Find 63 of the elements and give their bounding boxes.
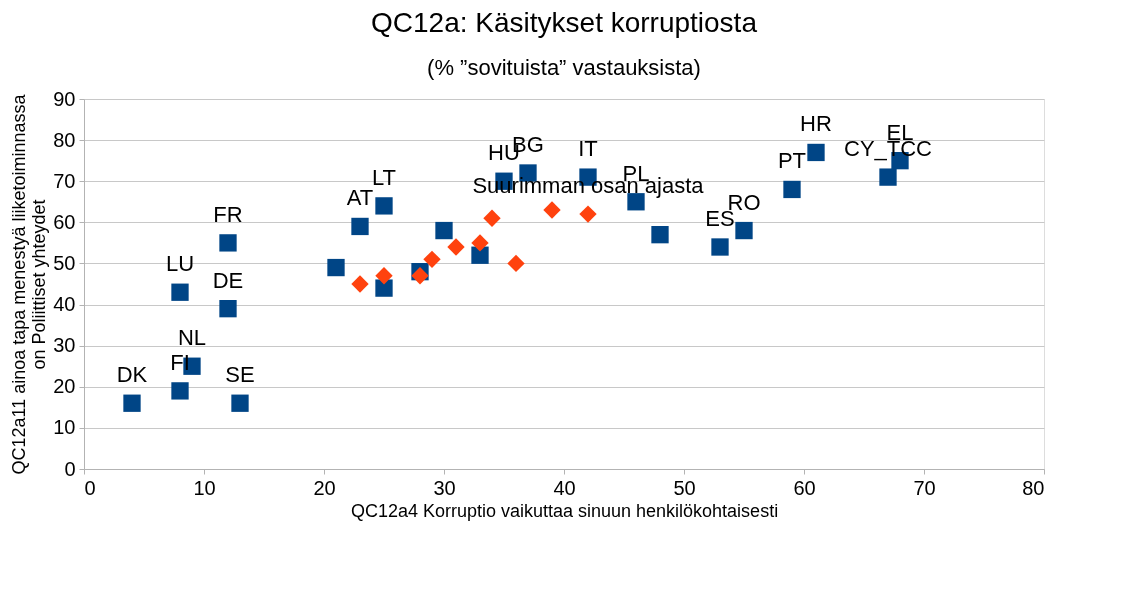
point	[351, 275, 369, 293]
x-tick-label: 10	[193, 476, 216, 499]
x-tick-label: 40	[553, 476, 576, 499]
point	[231, 394, 249, 412]
point	[435, 221, 453, 240]
point	[375, 267, 393, 285]
x-tick-label: 80	[1022, 476, 1045, 499]
data-label: DE	[212, 267, 244, 293]
point	[423, 250, 441, 268]
point	[171, 283, 189, 301]
x-axis-title: QC12a4 Korruptio vaikuttaa sinuun henkilökohtaisesti	[350, 500, 779, 521]
data-label: LT	[371, 164, 397, 190]
point	[375, 197, 393, 215]
y-axis-title: QC12a11 ainoa tapa menestyä liiketoiminnassa on Poliittiset yhteydet	[9, 93, 50, 475]
y-tick-label: 10	[53, 416, 76, 439]
y-tick-label: 80	[53, 128, 76, 151]
point	[711, 238, 729, 256]
data-label: DK	[116, 362, 148, 388]
data-label: AT	[346, 185, 374, 211]
point	[735, 221, 753, 240]
y-tick-label: 0	[64, 457, 76, 480]
point	[375, 279, 393, 297]
point	[471, 234, 489, 252]
data-label: FR	[213, 201, 243, 227]
x-tick-label: 30	[433, 476, 456, 499]
point	[627, 193, 645, 211]
x-tick-label: 50	[673, 476, 696, 499]
y-tick-label: 60	[53, 210, 76, 233]
point	[447, 238, 465, 256]
point	[507, 254, 525, 273]
x-tick-label: 70	[913, 476, 936, 499]
point	[543, 201, 561, 219]
data-label: NL	[177, 325, 207, 351]
x-tick-label: 60	[793, 476, 816, 499]
point	[879, 168, 897, 186]
point	[483, 209, 501, 227]
point	[807, 143, 825, 162]
data-label: HR	[800, 111, 832, 137]
data-label: IT	[578, 136, 598, 162]
point	[471, 246, 489, 264]
point	[411, 267, 429, 285]
data-label: SE	[225, 362, 255, 388]
point	[219, 300, 237, 318]
y-tick-label: 40	[53, 293, 76, 316]
point	[351, 217, 369, 236]
point	[327, 258, 345, 277]
x-tick-label: 20	[313, 476, 336, 499]
y-tick-label: 30	[53, 334, 76, 357]
point	[783, 180, 801, 199]
point	[579, 205, 597, 223]
y-tick-label: 90	[53, 87, 76, 110]
point	[219, 234, 237, 252]
point	[171, 382, 189, 400]
chart-subtitle: (% ”sovituista” vastauksista)	[427, 55, 701, 80]
x-tick-label: 0	[84, 476, 96, 499]
point	[651, 226, 669, 244]
point	[123, 394, 141, 412]
data-label: LU	[165, 251, 195, 277]
data-label: PT	[777, 148, 807, 174]
y-tick-label: 50	[53, 251, 76, 274]
chart-title: QC12a: Käsitykset korruptiosta	[371, 7, 758, 38]
y-tick-label: 20	[53, 375, 76, 398]
y-tick-label: 70	[53, 169, 76, 192]
